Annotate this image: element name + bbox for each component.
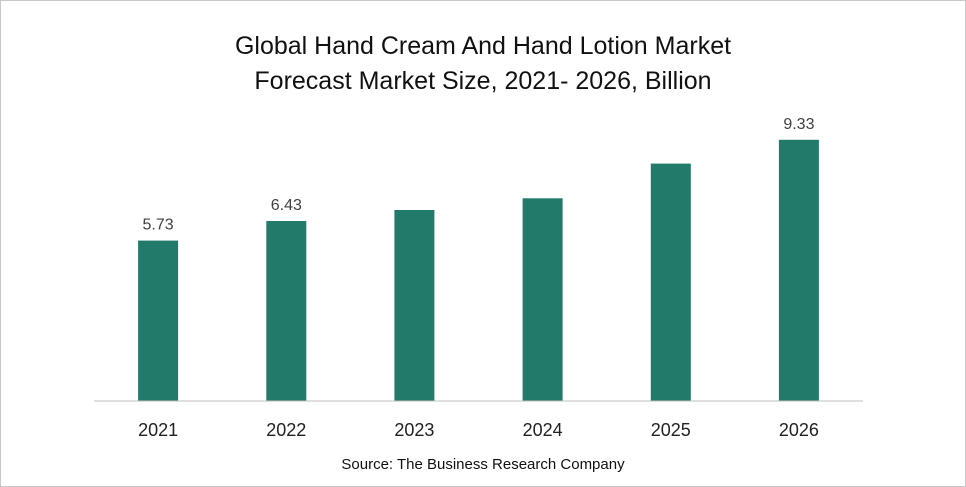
bar-2021	[138, 240, 179, 401]
chart-title-line-2: Forecast Market Size, 2021- 2026, Billio…	[254, 67, 712, 95]
bar-2026	[778, 139, 819, 402]
chart-title: Global Hand Cream And Hand Lotion Market…	[1, 29, 965, 99]
bar-2024	[522, 198, 563, 401]
x-tick-label-2025: 2025	[651, 420, 691, 440]
x-tick-label-2022: 2022	[266, 420, 306, 440]
x-tick-label-2026: 2026	[779, 420, 819, 440]
x-tick-label-2021: 2021	[138, 420, 178, 440]
data-label-2021: 5.73	[143, 217, 174, 234]
x-tick-label-2024: 2024	[523, 420, 563, 440]
bar-2025	[650, 163, 691, 401]
chart-title-line-1: Global Hand Cream And Hand Lotion Market	[234, 32, 732, 60]
source-note: Source: The Business Research Company	[341, 456, 625, 473]
data-label-2026: 9.33	[783, 116, 814, 133]
bar-2023	[394, 210, 435, 401]
x-tick-label-2023: 2023	[394, 420, 434, 440]
data-label-2022: 6.43	[271, 197, 302, 214]
bar-2022	[266, 221, 307, 401]
